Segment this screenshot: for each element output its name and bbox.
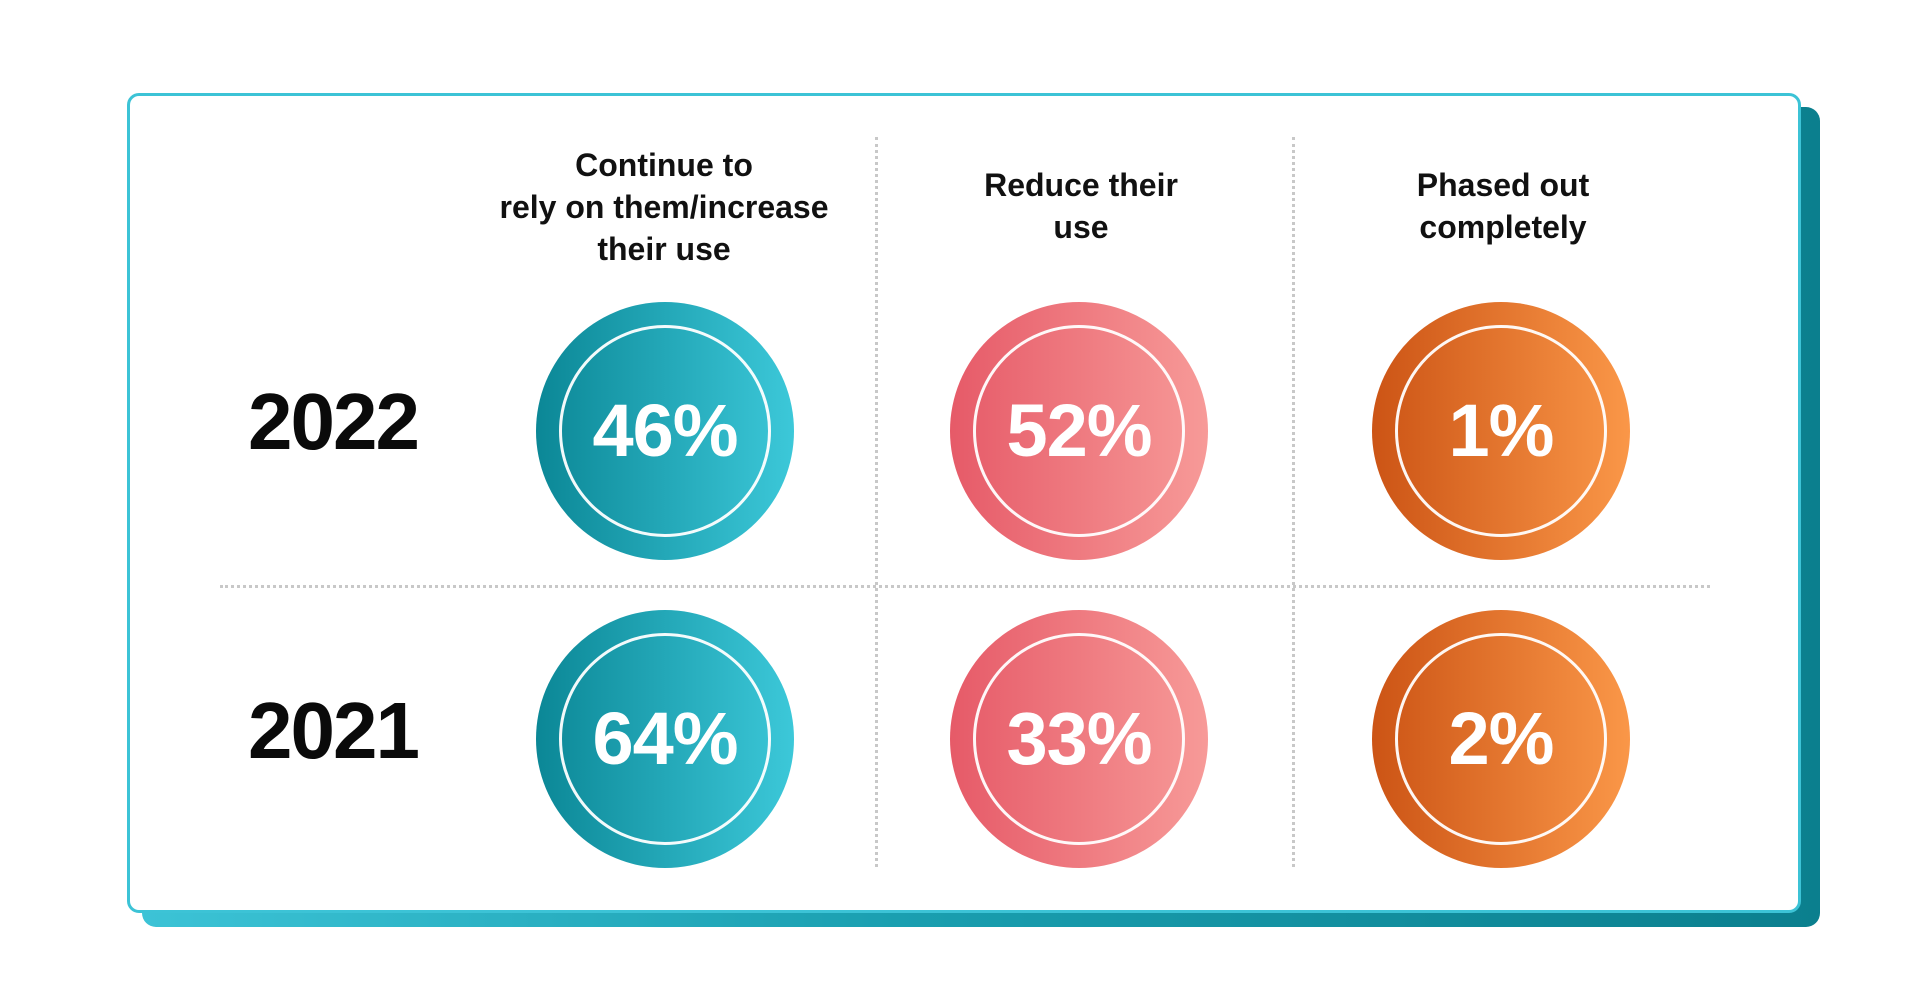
- circle-ring: [1395, 633, 1607, 845]
- value-circle-2021-reduce: 33%: [950, 610, 1208, 868]
- value-circle-2022-phased-out: 1%: [1372, 302, 1630, 560]
- value-label: 52%: [1006, 389, 1152, 472]
- circle-ring: [559, 633, 771, 845]
- column-divider-2: [1292, 137, 1295, 867]
- column-header-phased-out: Phased out completely: [1416, 167, 1590, 245]
- value-label: 1%: [1448, 389, 1555, 472]
- value-circle-2022-continue: 46%: [536, 302, 794, 560]
- value-label: 2%: [1448, 697, 1555, 780]
- value-circle-2022-reduce: 52%: [950, 302, 1208, 560]
- value-label: 64%: [592, 697, 738, 780]
- circle-ring: [973, 325, 1185, 537]
- column-header-reduce: Reduce their use: [984, 167, 1178, 245]
- circle-ring: [559, 325, 771, 537]
- value-label: 46%: [592, 389, 738, 472]
- row-divider: [220, 585, 1710, 588]
- row-label-2021: 2021: [248, 686, 420, 775]
- value-label: 33%: [1006, 697, 1152, 780]
- row-label-2022: 2022: [248, 377, 420, 466]
- value-circle-2021-continue: 64%: [536, 610, 794, 868]
- value-circle-2021-phased-out: 2%: [1372, 610, 1630, 868]
- circle-ring: [1395, 325, 1607, 537]
- column-header-continue: Continue to rely on them/increase their …: [499, 147, 829, 267]
- column-divider-1: [875, 137, 878, 867]
- circle-ring: [973, 633, 1185, 845]
